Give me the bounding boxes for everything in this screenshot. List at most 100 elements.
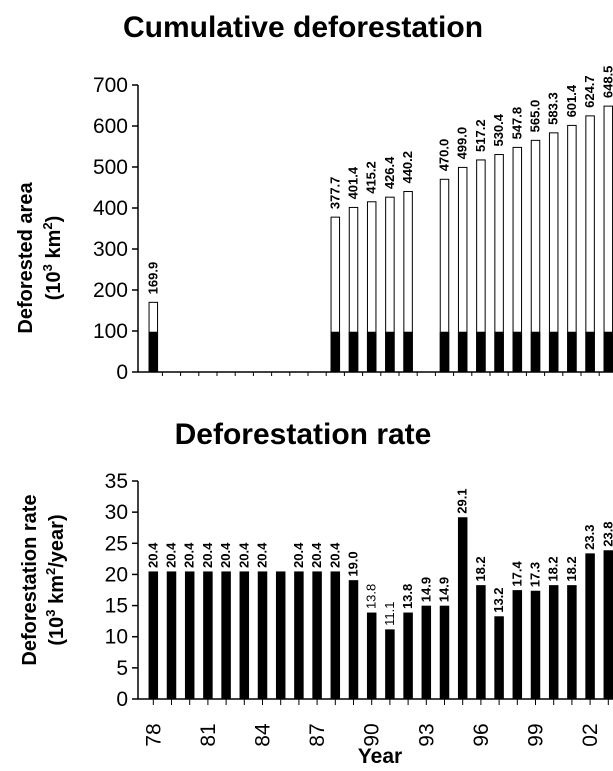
bottom-data-label: 17.3 <box>528 562 543 587</box>
top-bar-base <box>476 331 486 373</box>
bottom-bar <box>403 612 413 700</box>
bottom-data-label: 23.8 <box>600 521 613 546</box>
bottom-x-tick-label: 81 <box>197 723 220 746</box>
bottom-data-label: 14.9 <box>437 577 452 602</box>
bottom-data-label: 20.4 <box>327 542 342 568</box>
bottom-bar <box>476 585 486 700</box>
bottom-data-label: 20.4 <box>200 542 215 568</box>
bottom-data-label: 20.4 <box>255 542 270 568</box>
bottom-y-tick-label: 30 <box>105 501 128 524</box>
bottom-x-tick-label: 90 <box>361 723 384 746</box>
bottom-bar <box>166 571 177 700</box>
top-y-tick-label: 300 <box>93 238 128 261</box>
bottom-y-tick-label: 15 <box>105 595 128 618</box>
bottom-bar <box>184 571 195 700</box>
top-data-label: 530.4 <box>491 113 506 146</box>
top-bar-base <box>548 331 559 373</box>
bottom-bar <box>530 590 541 700</box>
bottom-bar <box>312 571 322 700</box>
top-ylabel-line2: (103 km2) <box>40 216 65 301</box>
bottom-bar <box>203 571 213 700</box>
bottom-data-label: 20.4 <box>218 542 233 568</box>
bottom-data-label: 18.2 <box>546 556 561 581</box>
top-data-label: 415.2 <box>364 161 379 194</box>
top-bar-base <box>603 331 613 373</box>
top-chart-title: Cumulative deforestation <box>123 11 483 44</box>
bottom-data-label: 20.4 <box>182 542 197 568</box>
bottom-data-label: 18.2 <box>473 556 488 581</box>
bottom-y-tick-label: 10 <box>105 626 128 649</box>
top-data-label: 624.7 <box>582 75 597 108</box>
bottom-data-label: 13.2 <box>491 587 506 612</box>
top-data-label: 547.8 <box>509 107 524 140</box>
bottom-data-label: 18.2 <box>564 556 579 581</box>
bottom-bar <box>494 616 504 700</box>
bottom-bar <box>348 580 359 700</box>
bottom-bar <box>585 553 595 700</box>
top-data-label: 601.4 <box>564 84 579 117</box>
bottom-data-label: 20.4 <box>236 542 251 568</box>
top-y-tick-label: 400 <box>93 197 128 220</box>
bottom-bar <box>366 612 377 700</box>
bottom-ylabel-line2: (103 km2/year) <box>43 514 68 645</box>
top-chart: 0 100 200 300 400 500 600 700 169.9 377.7 401.4 415… <box>93 66 613 384</box>
top-data-label: 470.0 <box>437 139 452 172</box>
bottom-bar <box>385 629 395 700</box>
bottom-bar <box>275 571 286 700</box>
bottom-data-label: 13.8 <box>364 584 379 609</box>
bottom-data-label: 23.3 <box>582 525 597 550</box>
bottom-bar <box>512 590 523 700</box>
bottom-x-tick-label: 02 <box>579 723 602 746</box>
bottom-y-tick-label: 20 <box>105 563 128 586</box>
bottom-x-tick-label: 99 <box>525 723 548 746</box>
bottom-data-label: 20.4 <box>145 542 160 568</box>
top-y-tick-label: 500 <box>93 156 128 179</box>
bottom-bar <box>330 571 341 700</box>
bottom-x-tick-label: 84 <box>252 723 275 747</box>
bottom-data-label: 14.9 <box>418 577 433 602</box>
top-y-tick-label: 600 <box>93 115 128 138</box>
bottom-data-label: 13.8 <box>400 584 415 609</box>
bottom-bar <box>221 571 231 700</box>
bottom-bar <box>603 550 613 700</box>
top-bar-base <box>348 331 359 373</box>
bottom-bar <box>548 585 559 700</box>
top-y-tick-label: 100 <box>93 320 128 343</box>
bottom-bar <box>439 605 450 700</box>
top-y-tick-label: 0 <box>116 361 128 384</box>
top-bar-base <box>494 331 504 373</box>
bottom-bar <box>421 605 432 700</box>
top-bar-base <box>512 331 523 373</box>
top-y-tick-label: 200 <box>93 279 128 302</box>
bottom-y-tick-label: 5 <box>116 657 128 680</box>
bottom-data-label: 20.4 <box>291 542 306 568</box>
bottom-bar <box>257 571 268 700</box>
bottom-data-label: 11.1 <box>382 602 397 626</box>
top-bar-base <box>385 331 395 373</box>
top-y-tick-label: 700 <box>93 74 128 97</box>
bottom-x-tick-label: 93 <box>415 723 438 746</box>
bottom-bar <box>457 517 468 700</box>
top-bar-base <box>439 331 450 373</box>
bottom-y-tick-label: 25 <box>105 532 128 555</box>
top-data-label: 426.4 <box>382 156 397 189</box>
bottom-x-tick-label: 96 <box>470 723 493 746</box>
top-data-label: 440.2 <box>400 151 415 184</box>
bottom-data-label: 20.4 <box>164 542 179 568</box>
top-bar-base <box>366 331 377 373</box>
top-bar-base <box>403 331 413 373</box>
top-bar-base <box>567 331 577 373</box>
top-ylabel-line1: Deforested area <box>15 182 37 334</box>
top-data-label: 401.4 <box>346 166 361 199</box>
top-data-label: 499.0 <box>455 127 470 160</box>
top-data-label: 648.5 <box>600 66 613 99</box>
top-data-label: 517.2 <box>473 119 488 152</box>
bottom-bar <box>148 571 159 700</box>
bottom-data-label: 20.4 <box>309 542 324 568</box>
top-data-label: 377.7 <box>327 177 342 210</box>
top-bar-base <box>530 331 541 373</box>
top-data-label: 169.9 <box>145 262 160 295</box>
bottom-data-label: 29.1 <box>455 488 470 513</box>
top-bar-base <box>148 331 159 373</box>
